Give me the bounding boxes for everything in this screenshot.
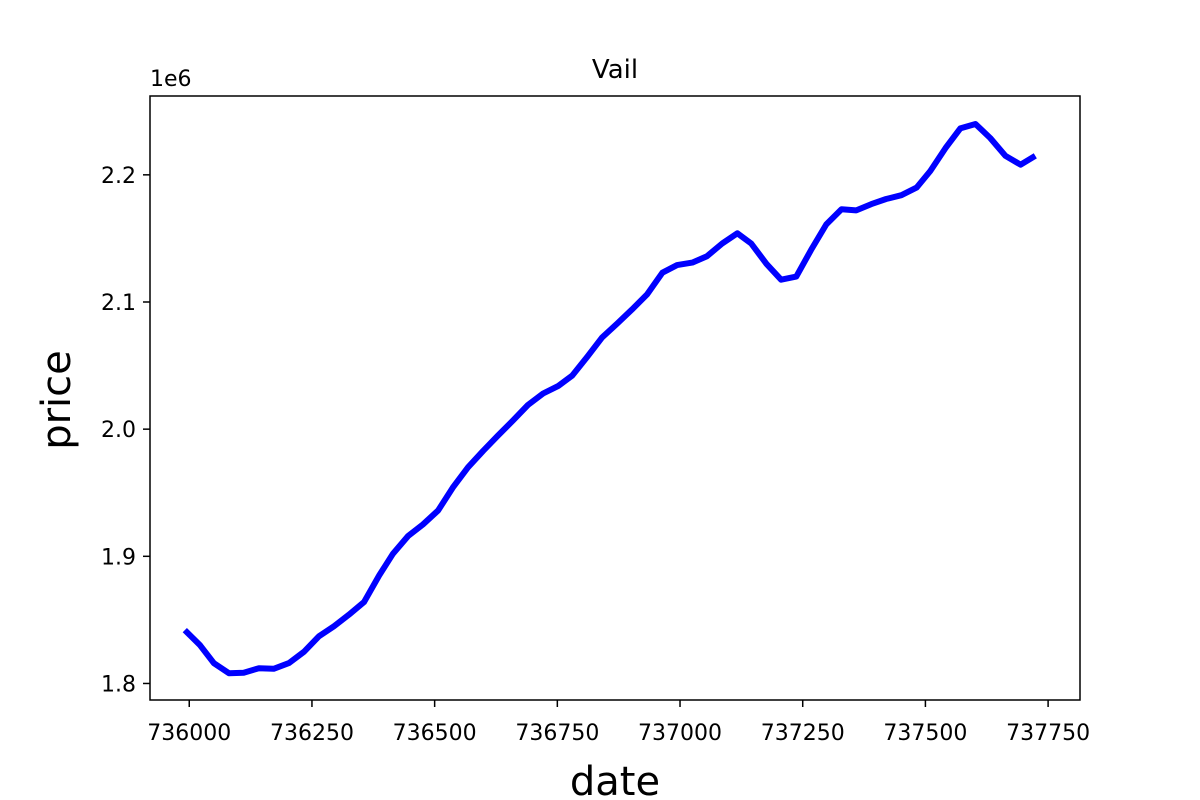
- x-tick-label: 737750: [1006, 721, 1090, 746]
- x-tick-label: 737250: [761, 721, 845, 746]
- x-axis-label: date: [570, 759, 660, 800]
- y-axis-label: price: [34, 350, 80, 450]
- x-tick-label: 736250: [270, 721, 354, 746]
- chart-title: Vail: [592, 55, 638, 85]
- y-tick-label: 2.2: [101, 164, 136, 189]
- x-tick-label: 736750: [515, 721, 599, 746]
- plot-frame: [149, 95, 1081, 701]
- series-line: [182, 121, 1037, 677]
- x-tick-label: 737500: [883, 721, 967, 746]
- y-tick-label: 2.1: [101, 291, 136, 316]
- series-layer: [182, 121, 1037, 677]
- x-tick-label: 737000: [638, 721, 722, 746]
- x-tick-label: 736500: [393, 721, 477, 746]
- y-axis-ticks: 1.8 1.9 2.0 2.1 2.2: [101, 164, 150, 697]
- x-tick-label: 736000: [147, 721, 231, 746]
- y-tick-label: 2.0: [101, 418, 136, 443]
- x-axis-ticks: 736000 736250 736500 736750 737000 737250 7375…: [147, 700, 1090, 746]
- y-tick-label: 1.8: [101, 672, 136, 697]
- y-tick-label: 1.9: [101, 545, 136, 570]
- y-axis-offset-label: 1e6: [150, 67, 192, 92]
